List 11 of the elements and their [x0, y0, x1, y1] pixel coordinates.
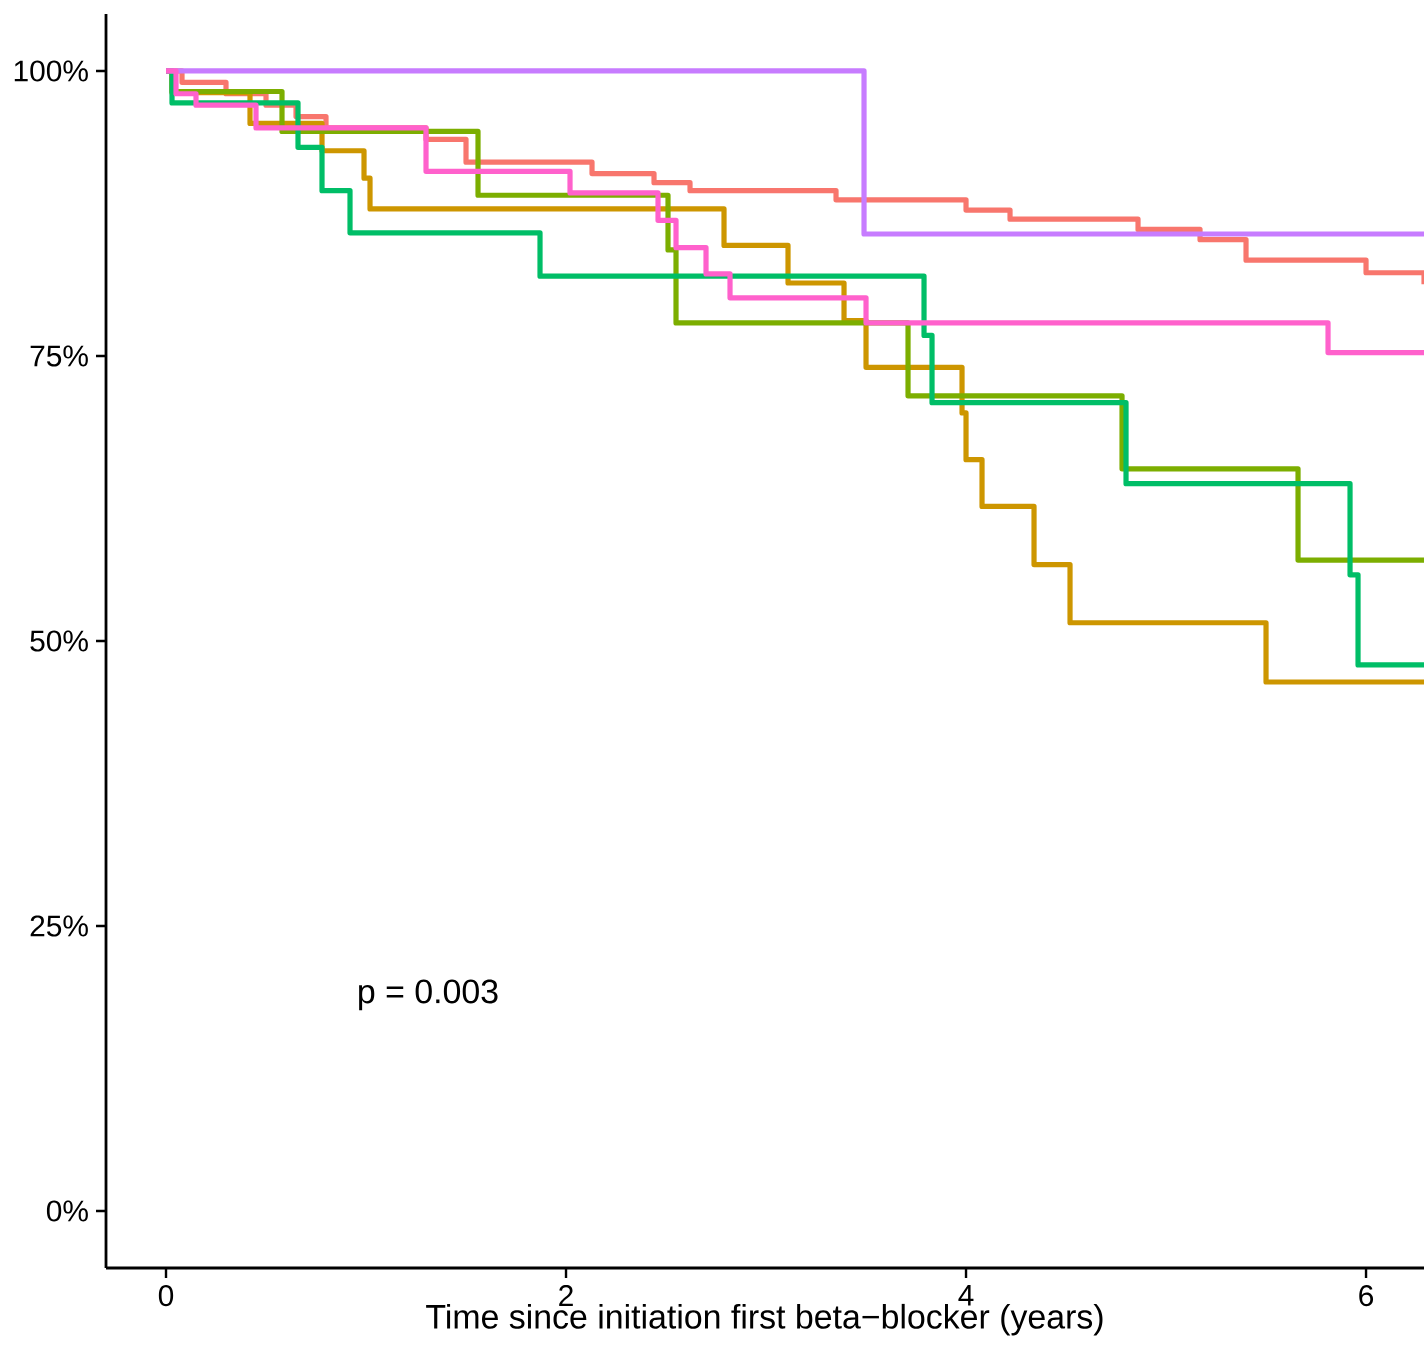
x-tick-label: 4	[958, 1285, 974, 1306]
x-tick-label: 6	[1359, 1285, 1374, 1307]
y-tick-label: 100%	[14, 60, 88, 82]
x-axis-title: Time since initiation first beta−blocker (years)	[426, 1303, 1103, 1336]
x-tick-label: 2	[559, 1285, 573, 1306]
y-tick-label: 50%	[30, 630, 88, 652]
y-tick-label: 0%	[46, 1200, 88, 1222]
x-tick-label: 0	[158, 1285, 174, 1307]
y-tick-label: 25%	[30, 915, 88, 937]
annotation: p = 0.003	[359, 979, 498, 1011]
y-tick-label: 75%	[30, 345, 88, 367]
